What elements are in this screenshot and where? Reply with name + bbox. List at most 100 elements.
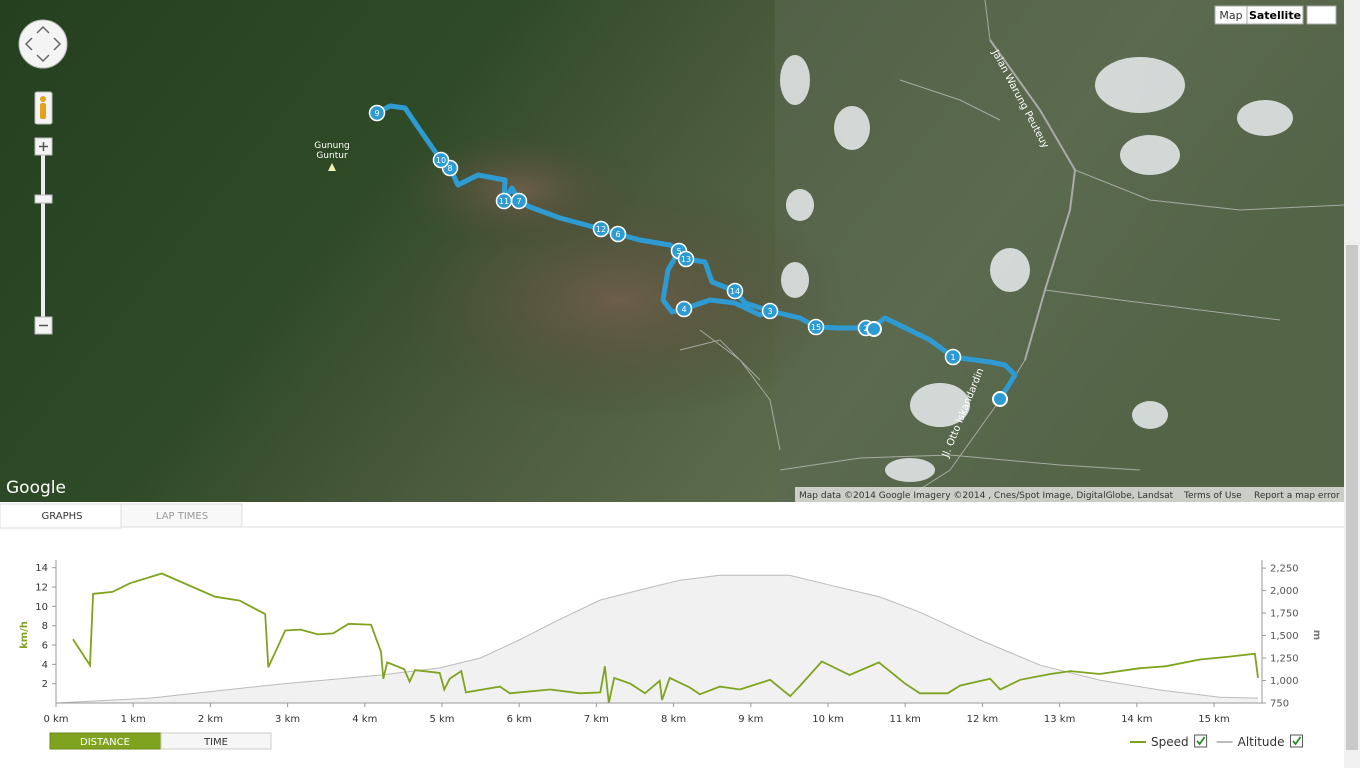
y-tick-label: 8 [42, 621, 48, 632]
y-tick-label: 6 [42, 641, 48, 652]
route-marker[interactable] [495, 192, 513, 210]
x-tick-label: 7 km [584, 714, 609, 725]
route-marker[interactable] [944, 348, 962, 366]
checkmark [1196, 736, 1206, 746]
lava-field [400, 130, 640, 250]
zoom-handle[interactable] [34, 194, 53, 204]
route-marker-label: 3 [767, 307, 772, 316]
highway [989, 39, 1077, 361]
route-marker-label: 14 [730, 287, 740, 296]
report-link[interactable]: Report a map error [1254, 491, 1340, 501]
x-tick-label: 0 km [43, 714, 68, 725]
peak-label: Guntur [316, 151, 348, 161]
y-axis-title: km/h [19, 621, 30, 649]
altitude-line [55, 574, 1259, 704]
route-marker[interactable] [726, 282, 744, 300]
y2-tick-label: 750 [1270, 699, 1289, 710]
attribution: Map data ©2014 Google Imagery ©2014 , Cn… [799, 491, 1174, 501]
route-marker-label: 2 [863, 324, 868, 333]
map-type-button[interactable] [1246, 5, 1304, 25]
y-tick-label: 12 [35, 583, 48, 594]
map[interactable]: Jalan Warung Peuteuy Jl. Otto Iskandardi… [0, 0, 1345, 503]
pan-arrows [24, 25, 62, 63]
map-type-label: Satellite [1249, 9, 1301, 22]
x-tick-label: 8 km [661, 714, 686, 725]
route-marker-label: 9 [374, 109, 379, 118]
legend-label: Altitude [1238, 735, 1285, 749]
x-tick-label: 2 km [198, 714, 223, 725]
route-marker-label: 12 [596, 225, 606, 234]
route-marker[interactable] [761, 302, 779, 320]
route-marker[interactable] [432, 151, 450, 169]
x-tick-label: 11 km [889, 714, 920, 725]
x-tick-label: 9 km [738, 714, 763, 725]
route-marker[interactable] [675, 300, 693, 318]
scrollbar-thumb[interactable] [1346, 245, 1358, 750]
google-logo: Google [6, 478, 66, 498]
clouds [780, 55, 1293, 482]
y2-tick-label: 1,000 [1270, 676, 1299, 687]
y2-tick-label: 1,250 [1270, 654, 1299, 665]
time-button[interactable] [160, 732, 272, 750]
peak-label: Gunung [314, 141, 350, 151]
x-tick-label: 5 km [429, 714, 454, 725]
attribution-bar [795, 487, 1344, 502]
y-tick-label: 4 [42, 660, 48, 671]
pegman-head [40, 96, 46, 102]
y2-tick-label: 2,000 [1270, 586, 1299, 597]
button-label: DISTANCE [80, 737, 130, 748]
route-marker-label: 1 [950, 353, 955, 362]
y2-tick-label: 2,250 [1270, 564, 1299, 575]
tab-label: LAP TIMES [156, 511, 208, 522]
altitude-area [56, 575, 1258, 703]
imagery-tile [775, 0, 1344, 502]
route-marker-label: 4 [681, 305, 686, 314]
legend-label: Speed [1151, 735, 1189, 749]
tab-label: GRAPHS [41, 511, 82, 522]
y2-tick-label: 1,500 [1270, 631, 1299, 642]
end-marker[interactable] [866, 321, 882, 337]
route-marker[interactable] [592, 220, 610, 238]
route-marker-label: 5 [676, 247, 681, 256]
pegman-body [40, 103, 46, 119]
map-type-label: Map [1219, 9, 1242, 22]
route-marker-label: 10 [436, 156, 446, 165]
route-marker[interactable] [677, 250, 695, 268]
route-marker-label: 7 [516, 197, 521, 206]
speed-line [72, 572, 1259, 704]
x-tick-label: 15 km [1198, 714, 1229, 725]
peak-icon [328, 163, 336, 171]
pan-control[interactable] [18, 19, 68, 69]
y2-tick-label: 1,750 [1270, 609, 1299, 620]
checkmark [1292, 736, 1302, 746]
x-tick-label: 12 km [967, 714, 998, 725]
legend-checkbox[interactable] [1290, 734, 1304, 748]
legend-checkbox[interactable] [1194, 734, 1208, 748]
route-marker-label: 15 [811, 323, 821, 332]
zoom-in-icon [39, 142, 48, 151]
terms-link[interactable]: Terms of Use [1183, 491, 1242, 501]
y-tick-label: 10 [35, 602, 48, 613]
route-marker-label: 13 [681, 255, 691, 264]
x-tick-label: 13 km [1044, 714, 1075, 725]
start-marker[interactable] [992, 391, 1008, 407]
graph: 0 km 1 km 2 km 3 km 4 km 5 km 6 km 7 km 8 km 9 km… [19, 560, 1322, 749]
x-tick-label: 4 km [352, 714, 377, 725]
tab[interactable] [120, 503, 243, 528]
layers-button[interactable] [1306, 5, 1337, 25]
y-tick-label: 2 [42, 679, 48, 690]
x-tick-label: 14 km [1121, 714, 1152, 725]
route-marker-label: 8 [447, 164, 452, 173]
y2-axis-title: m [1311, 630, 1322, 640]
route-marker-label: 11 [499, 197, 509, 206]
x-tick-label: 10 km [812, 714, 843, 725]
route-marker-label: 6 [615, 230, 620, 239]
route-marker[interactable] [807, 318, 825, 336]
x-tick-label: 6 km [507, 714, 532, 725]
x-tick-label: 1 km [121, 714, 146, 725]
route-marker[interactable] [609, 225, 627, 243]
route-marker[interactable] [368, 104, 386, 122]
